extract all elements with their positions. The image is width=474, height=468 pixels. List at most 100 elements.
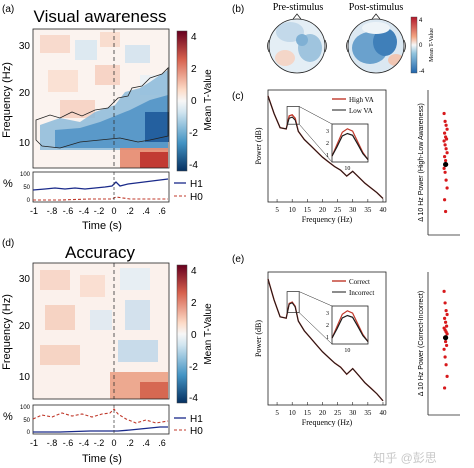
panel-d-cbar-m2: -2: [189, 362, 198, 373]
panel-c-scatter-point: [444, 178, 448, 182]
panel-d-title: Accuracy: [65, 243, 135, 262]
panel-a-xtick: -.4: [79, 206, 90, 216]
panel-c-scatter-point: [443, 155, 447, 159]
panel-d-pct-0: 0: [27, 430, 31, 436]
panel-e-legend-label: Correct: [349, 278, 370, 286]
panel-e-zoom-connector: [299, 291, 333, 307]
panel-d-ylabel: Frequency (Hz): [1, 294, 13, 370]
panel-d-xtick: -.4: [79, 438, 90, 448]
panel-e-inset-ytick: 2: [326, 323, 329, 329]
panel-e-scatter-point: [443, 386, 447, 390]
panel-d-h0-line: [32, 408, 169, 424]
watermark: 知乎 @彭思: [373, 451, 437, 465]
panel-c-xlabel: Frequency (Hz): [302, 215, 353, 224]
panel-a-heatmap: [33, 29, 169, 168]
panel-c-ylabel: Power (dB): [254, 127, 263, 164]
panel-e-xtick-label: 30: [349, 409, 357, 417]
panel-e-scatter-point: [445, 312, 449, 317]
panel-b-cbar-4: 4: [419, 18, 423, 24]
panel-c-inset-ytick: 2: [326, 141, 329, 147]
panel-e-inset-xtick: 10: [344, 348, 350, 354]
panel-e-scatter-point: [444, 320, 448, 324]
panel-c-xtick-label: 5: [275, 206, 279, 214]
panel-a-pct-0: 0: [27, 198, 31, 204]
panel-a-colorbar: [176, 30, 188, 172]
panel-e-inset-line: [331, 310, 369, 342]
panel-a-frame: [32, 28, 170, 169]
panel-e-scatter: Δ 10 Hz Power (Correct-Incorrect): [418, 272, 460, 416]
panel-d-xtick: 0: [111, 438, 116, 448]
panel-e-scatter-ylabel: Δ 10 Hz Power (Correct-Incorrect): [418, 291, 425, 396]
panel-c-scatter-point: [443, 143, 447, 147]
panel-a-xtick: -.2: [94, 206, 105, 216]
panel-a-xtick: -.6: [63, 206, 74, 216]
panel-e-xlabel: Frequency (Hz): [302, 418, 353, 427]
panel-d-cbar-label: Mean T-Value: [203, 303, 214, 365]
panel-e-zoom-connector: [298, 312, 333, 345]
panel-a-cbar-4: 4: [191, 32, 197, 43]
panel-c-frame: [267, 89, 387, 203]
panel-d-xtick: -1: [30, 438, 38, 448]
panel-a-xtick: -.8: [47, 206, 58, 216]
panel-d-xtick: -.8: [47, 438, 58, 448]
panel-e-scatter-point: [442, 347, 446, 351]
panel-e-xtick-label: 25: [334, 409, 342, 417]
panel-c-zoom-connector: [299, 106, 333, 125]
panel-d-legend-h0: H0: [190, 426, 203, 437]
panel-c-scatter-point: [443, 170, 447, 174]
panel-a-cbar-m2: -2: [189, 128, 198, 139]
panel-d-cbar-4: 4: [191, 266, 197, 277]
panel-a-ytick-20: 20: [19, 88, 31, 99]
panel-c-xtick-label: 15: [304, 206, 312, 214]
panel-c-scatter-point: [442, 139, 446, 143]
panel-e-frame: [267, 271, 387, 406]
panel-c-inset-line: [331, 128, 369, 160]
panel-e-xtick-label: 10: [289, 409, 297, 417]
panel-c-scatter-point: [442, 166, 446, 170]
panel-c-scatter: Δ 10 Hz Power (High-Low Awareness): [418, 90, 460, 236]
panel-a-xtick: .2: [126, 206, 134, 216]
panel-d-colorbar: [176, 264, 188, 404]
panel-b-cbar-m4: -4: [419, 69, 425, 75]
panel-d-h1-line: [33, 426, 168, 433]
panel-a-ytick-10: 10: [19, 138, 31, 149]
panel-e-legend-label: Incorrect: [349, 289, 374, 297]
panel-e-scatter-mean-point: [443, 335, 449, 341]
panel-c-scatter-point: [443, 119, 447, 123]
panel-e-xtick-label: 15: [304, 409, 312, 417]
panel-d-cbar-2: 2: [191, 298, 197, 309]
panel-a-pct-label: %: [3, 178, 13, 190]
panel-a-legend-h1: H1: [190, 179, 203, 190]
panel-d-xtick: .6: [158, 438, 166, 448]
panel-c-legend-label: Low VA: [349, 107, 373, 115]
panel-c-scatter-point: [445, 186, 449, 190]
panel-d-xticks: -1 -.8 -.6 -.4 -.2 0 .2 .4 .6: [30, 438, 166, 448]
panel-c-xtick-label: 40: [379, 206, 387, 214]
panel-d-xtick: .4: [142, 438, 150, 448]
panel-a-xticks: -1 -.8 -.6 -.4 -.2 0 .2 .4 .6: [30, 206, 166, 216]
panel-a-cbar-2: 2: [191, 64, 197, 75]
panel-e-scatter-point: [443, 316, 447, 320]
panel-c-xtick-label: 25: [334, 206, 342, 214]
panel-e-inset-ytick: 1: [326, 335, 329, 341]
panel-c-legend-label: High VA: [349, 96, 374, 104]
panel-c-scatter-point: [444, 147, 448, 151]
panel-a-xtick: -1: [30, 206, 38, 216]
panel-e-scatter-point: [445, 324, 449, 328]
panel-c-scatter-point: [445, 151, 449, 155]
panel-c-label: (c): [232, 91, 244, 102]
panel-c-scatter-point: [442, 111, 446, 116]
panel-c-scatter-point: [443, 131, 447, 135]
panel-d-xtick: -.6: [63, 438, 74, 448]
panel-c-scatter-point: [444, 209, 448, 214]
panel-a-xtick: .6: [158, 206, 166, 216]
panel-d-ytick-20: 20: [19, 321, 31, 332]
panel-d-ytick-30: 30: [19, 274, 31, 285]
panel-a-ylabel: Frequency (Hz): [1, 62, 13, 138]
panel-d-legend-h1: H1: [190, 414, 203, 425]
panel-e-scatter-point: [444, 363, 448, 367]
panel-a-legend-h0: H0: [190, 192, 203, 203]
panel-e-ylabel: Power (dB): [254, 320, 263, 357]
panel-e-scatter-point: [444, 339, 448, 344]
